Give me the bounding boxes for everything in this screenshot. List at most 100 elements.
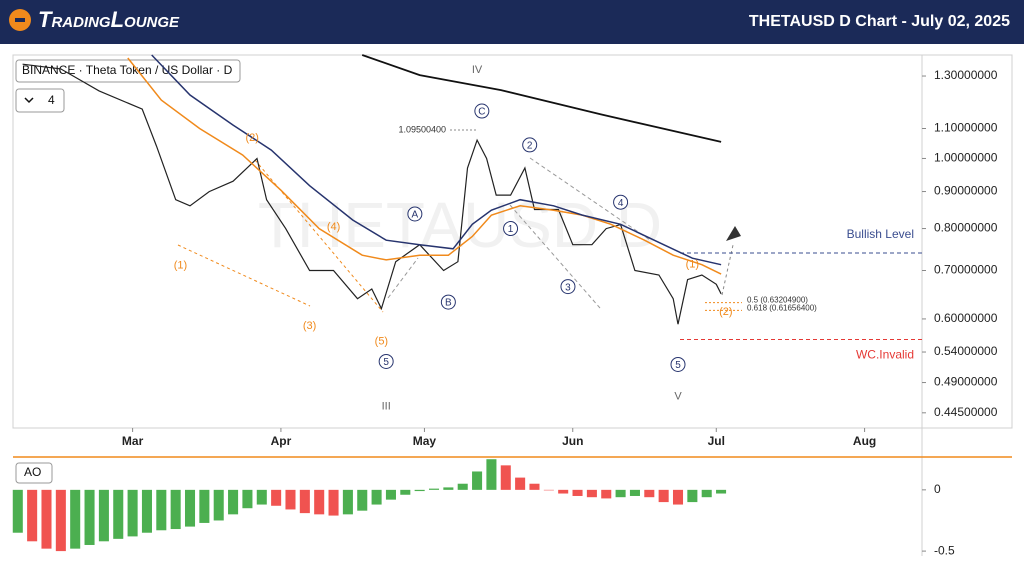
- wave-label: (5): [375, 336, 388, 348]
- wave-label: III: [382, 401, 391, 413]
- wave-label: C: [478, 107, 485, 118]
- wave-circle: [522, 137, 538, 153]
- price-line: [127, 57, 722, 275]
- y-tick-label: 0.90000000: [934, 184, 998, 198]
- indicator-count: 4: [48, 93, 55, 107]
- wave-label: 3: [565, 282, 571, 293]
- ao-bar: [242, 489, 253, 509]
- wave-label: V: [674, 391, 682, 403]
- ao-title: AO: [24, 465, 41, 479]
- ao-bar: [472, 471, 483, 490]
- wave-label: IV: [472, 64, 483, 76]
- x-tick-label: Jul: [708, 434, 725, 448]
- y-tick-label: 0.80000000: [934, 221, 998, 235]
- y-tick-label: 1.30000000: [934, 68, 998, 82]
- trend-line: [387, 257, 419, 299]
- ao-bar: [687, 489, 698, 503]
- price-line: [361, 54, 722, 143]
- wave-label: 4: [618, 198, 624, 209]
- wave-label: 5: [383, 357, 389, 368]
- ao-bar: [228, 489, 239, 515]
- ao-bar: [543, 489, 554, 491]
- ao-bar: [572, 489, 583, 496]
- x-tick-label: May: [413, 434, 437, 448]
- wave-label: (1): [686, 258, 699, 270]
- trend-line: [177, 244, 311, 307]
- wave-circle: [407, 206, 423, 222]
- projection-line: [721, 244, 734, 296]
- ao-bar: [515, 477, 526, 490]
- fib-label: 0.618 (0.61656400): [747, 303, 817, 312]
- wave-label: (1): [174, 260, 187, 272]
- ao-bar: [586, 489, 597, 498]
- level-label: Bullish Level: [847, 227, 914, 241]
- ao-bar: [500, 465, 511, 490]
- ao-bar: [400, 489, 411, 495]
- price-line: [151, 54, 722, 266]
- ao-bar: [113, 489, 124, 539]
- symbol: BINANCE · Theta Token / US Dollar · D: [22, 63, 233, 77]
- chevron: [24, 97, 34, 104]
- ao-bar: [371, 489, 382, 505]
- ao-tick-label: 0: [934, 482, 941, 496]
- ao-tick-label: -0.5: [934, 543, 955, 557]
- header-bar: [0, 0, 1024, 44]
- fib-label: 0.5 (0.63204900): [747, 296, 808, 305]
- ao-bar: [385, 489, 396, 500]
- wave-circle: [503, 221, 519, 237]
- wave-label: (4): [327, 221, 340, 233]
- ao-bar: [170, 489, 181, 530]
- wave-label: B: [445, 298, 452, 309]
- ao-bar: [558, 489, 569, 494]
- ao-bar: [55, 489, 66, 552]
- ao-bar: [357, 489, 368, 511]
- ao-bar: [127, 489, 138, 537]
- wave-circle: [670, 356, 686, 372]
- y-tick-label: 0.44500000: [934, 405, 998, 419]
- ao-bar: [299, 489, 310, 514]
- wave-label: A: [412, 210, 419, 221]
- ao-bar: [672, 489, 684, 505]
- ao-bar: [443, 487, 454, 490]
- ao-bar: [199, 489, 210, 523]
- wave-label: (2): [245, 132, 258, 144]
- logo-mark: [15, 18, 25, 22]
- ao-bar: [98, 489, 109, 542]
- ao-bar: [342, 489, 353, 515]
- trend-line: [529, 157, 651, 241]
- ao-bar: [156, 489, 167, 531]
- ao-bar: [141, 489, 152, 533]
- main-frame: [12, 54, 1013, 429]
- wave-label: (3): [303, 320, 316, 332]
- level-label: WC.Invalid: [856, 348, 914, 362]
- indicator-toggle[interactable]: [15, 88, 65, 113]
- ao-bar: [601, 489, 612, 499]
- ao-bar: [12, 489, 23, 533]
- ao-bar: [84, 489, 95, 545]
- ao-bar: [644, 489, 655, 498]
- ao-bar: [529, 483, 540, 490]
- ao-bar: [271, 489, 282, 506]
- trend-line: [509, 204, 601, 309]
- ao-bar: [213, 489, 224, 521]
- ao-bar: [615, 489, 626, 498]
- y-tick-label: 0.54000000: [934, 344, 998, 358]
- ao-bar: [256, 489, 267, 505]
- x-tick-label: Mar: [122, 434, 144, 448]
- ao-bar: [414, 489, 425, 492]
- ao-bar: [658, 489, 669, 503]
- y-tick-label: 0.70000000: [934, 263, 998, 277]
- y-tick-label: 0.60000000: [934, 311, 998, 325]
- price-line: [22, 63, 722, 325]
- y-tick-label: 1.00000000: [934, 151, 998, 165]
- y-tick-label: 1.10000000: [934, 121, 998, 135]
- wave-circle: [560, 279, 576, 295]
- ao-bar: [328, 489, 339, 516]
- ao-bar: [285, 489, 296, 510]
- wave-circle: [613, 194, 629, 210]
- ao-bar: [184, 489, 196, 527]
- x-tick-label: Apr: [271, 434, 292, 448]
- wave-circle: [378, 353, 394, 369]
- wave-circle: [440, 294, 456, 310]
